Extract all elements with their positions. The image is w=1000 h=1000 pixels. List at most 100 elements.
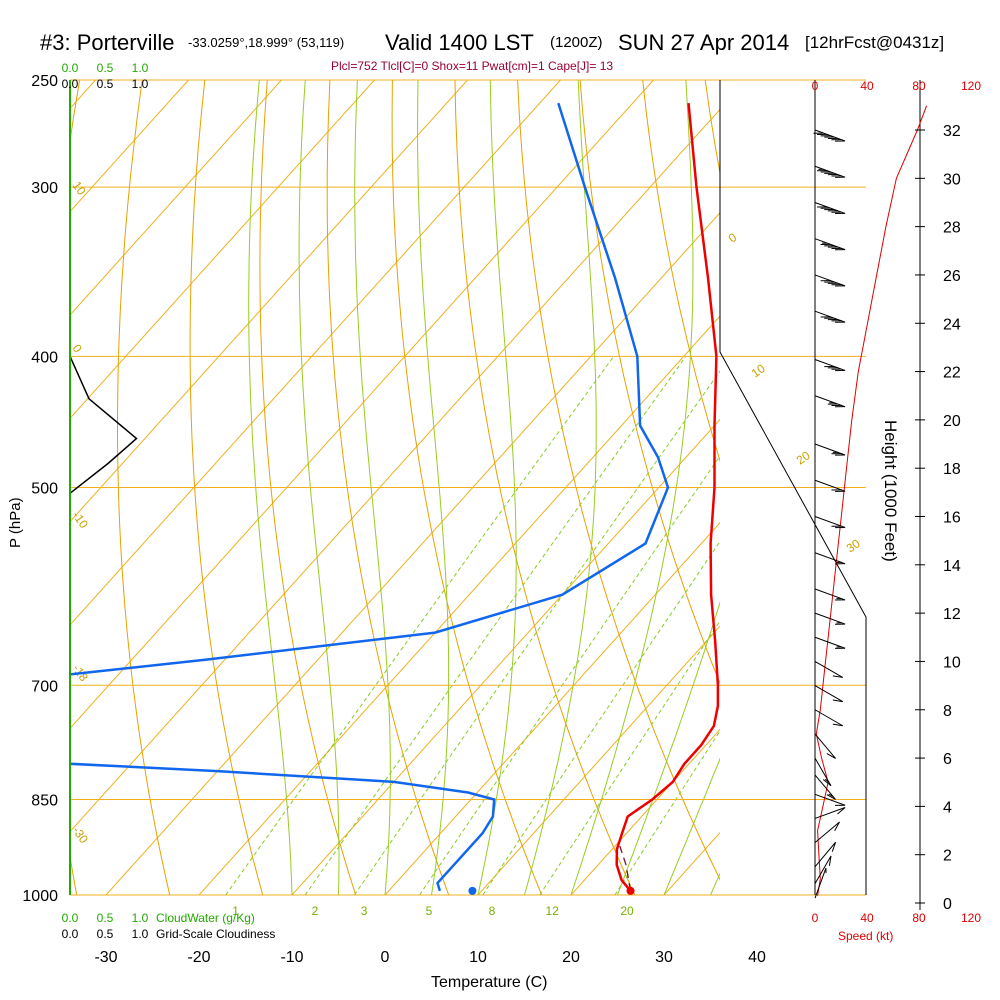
pressure-tick-label: 250 xyxy=(31,73,58,90)
wind-barb-shaft xyxy=(814,685,843,703)
mixing-ratio-label: 5 xyxy=(426,904,433,918)
wind-barb xyxy=(814,709,843,727)
wind-barb-shaft xyxy=(814,612,846,625)
parcel-trace xyxy=(619,845,632,892)
dewpoint-line xyxy=(70,102,670,892)
cloudwater-tick-top: 0.5 xyxy=(97,61,114,75)
surface-dewpoint-marker xyxy=(468,886,477,895)
wind-barb-shaft xyxy=(814,709,843,727)
wind-barb-shaft xyxy=(814,479,846,492)
wind-barb-flag xyxy=(837,807,846,815)
wind-barb xyxy=(814,165,846,178)
mixing-ratio-line xyxy=(539,620,720,895)
wind-barb xyxy=(814,733,836,759)
wind-barb-shaft xyxy=(814,867,827,899)
height-tick-label: 24 xyxy=(943,316,961,333)
moist-adiabat xyxy=(524,80,597,895)
wind-speed-line xyxy=(815,105,928,896)
cloudwater-tick-bottom: 0.0 xyxy=(62,911,79,925)
wind-barb xyxy=(813,129,846,142)
height-tick-label: 26 xyxy=(943,268,961,285)
height-tick-label: 2 xyxy=(943,848,952,865)
wind-barb-shaft xyxy=(814,636,846,649)
height-tick-label: 28 xyxy=(943,220,961,237)
x-axis-title: Temperature (C) xyxy=(431,974,547,991)
wind-barb xyxy=(814,238,846,251)
wind-barb-shaft xyxy=(814,757,832,787)
wind-barb xyxy=(814,552,846,565)
wind-barb-shaft xyxy=(814,395,846,408)
y-axis-title: P (hPa) xyxy=(7,497,24,548)
pressure-tick-label: 300 xyxy=(31,180,58,197)
wind-barb-flag xyxy=(826,753,836,759)
x-tick-label: -10 xyxy=(280,949,303,966)
dry-adiabat xyxy=(189,80,264,895)
x-tick-label: -20 xyxy=(187,949,210,966)
mixing-ratio-label: 2 xyxy=(312,904,319,918)
pressure-tick-label: 850 xyxy=(31,792,58,809)
moist-adiabat-label: 10 xyxy=(749,361,768,380)
wind-barb xyxy=(814,855,832,884)
wind-barb-flag xyxy=(834,821,840,832)
profiles xyxy=(69,80,928,899)
chart-title-valid: Valid 1400 LST xyxy=(385,30,534,55)
moist-adiabat xyxy=(417,80,450,895)
wind-barb xyxy=(814,636,846,649)
wind-barb-shaft xyxy=(814,774,836,800)
mixing-ratio-label: 1 xyxy=(232,904,239,918)
pressure-tick-label: 1000 xyxy=(22,888,58,905)
moist-adiabat xyxy=(354,80,391,895)
speed-tick-label-bottom: 80 xyxy=(912,911,926,925)
wind-barb-shaft xyxy=(814,588,846,601)
height-tick-label: 16 xyxy=(943,510,961,527)
wind-barb-shaft xyxy=(814,841,836,868)
chart-title-coords: -33.0259°,18.999° (53,119) xyxy=(188,35,344,50)
wind-barb xyxy=(814,841,837,868)
isotherm-line xyxy=(943,80,1000,895)
mixing-ratio-label: 12 xyxy=(545,904,559,918)
wind-barb-flag xyxy=(824,778,830,783)
moist-adiabat xyxy=(298,80,340,895)
x-tick-label: 10 xyxy=(469,949,487,966)
height-axis-title: Height (1000 Feet) xyxy=(881,420,900,562)
moist-adiabat xyxy=(663,757,720,895)
moist-adiabat-label: 0 xyxy=(726,230,740,245)
height-tick-label: 18 xyxy=(943,461,961,478)
dry-adiabat-label: -10 xyxy=(70,509,92,532)
isotherm-line xyxy=(384,522,720,895)
wind-barb-shaft xyxy=(814,661,843,678)
wind-barb-shaft xyxy=(814,552,846,565)
wind-barb xyxy=(814,588,846,601)
isotherm-line xyxy=(70,80,282,316)
dry-adiabat xyxy=(517,80,720,881)
dry-adiabat xyxy=(956,80,1000,895)
cloudwater-tick-bottom: 1.0 xyxy=(132,911,149,925)
moist-adiabat-label: 20 xyxy=(794,448,813,467)
pressure-tick-label: 400 xyxy=(31,349,58,366)
wind-barb xyxy=(814,612,846,625)
speed-tick-label-top: 0 xyxy=(812,79,819,93)
speed-tick-label-bottom: 0 xyxy=(812,911,819,925)
axes: -30 -20 -10 0 10 20 30 402503004005007008501000… xyxy=(22,61,981,966)
speed-tick-label-top: 80 xyxy=(912,79,926,93)
wind-barb-shaft xyxy=(814,443,846,456)
dry-adiabat xyxy=(0,80,17,895)
wind-barb-flag xyxy=(828,793,834,797)
height-tick-label: 32 xyxy=(943,123,961,140)
wind-barb-shaft xyxy=(814,855,832,884)
isotherm-line xyxy=(70,80,375,420)
height-tick-label: 4 xyxy=(943,799,952,816)
wind-barb-shaft xyxy=(814,793,846,806)
x-tick-label: 20 xyxy=(562,949,580,966)
speed-tick-label-bottom: 40 xyxy=(860,911,874,925)
cloudiness-tick-bottom: 0.0 xyxy=(62,927,79,941)
cloudwater-label: CloudWater (g/Kg) xyxy=(156,911,255,925)
wind-barb xyxy=(814,359,846,372)
mixing-ratio-line xyxy=(353,370,720,895)
wind-barb-flag xyxy=(822,779,832,787)
wind-barb-shaft xyxy=(814,821,840,843)
height-tick-label: 10 xyxy=(943,654,961,671)
mixing-ratio-label: 20 xyxy=(620,904,634,918)
speed-tick-label-top: 40 xyxy=(860,79,874,93)
